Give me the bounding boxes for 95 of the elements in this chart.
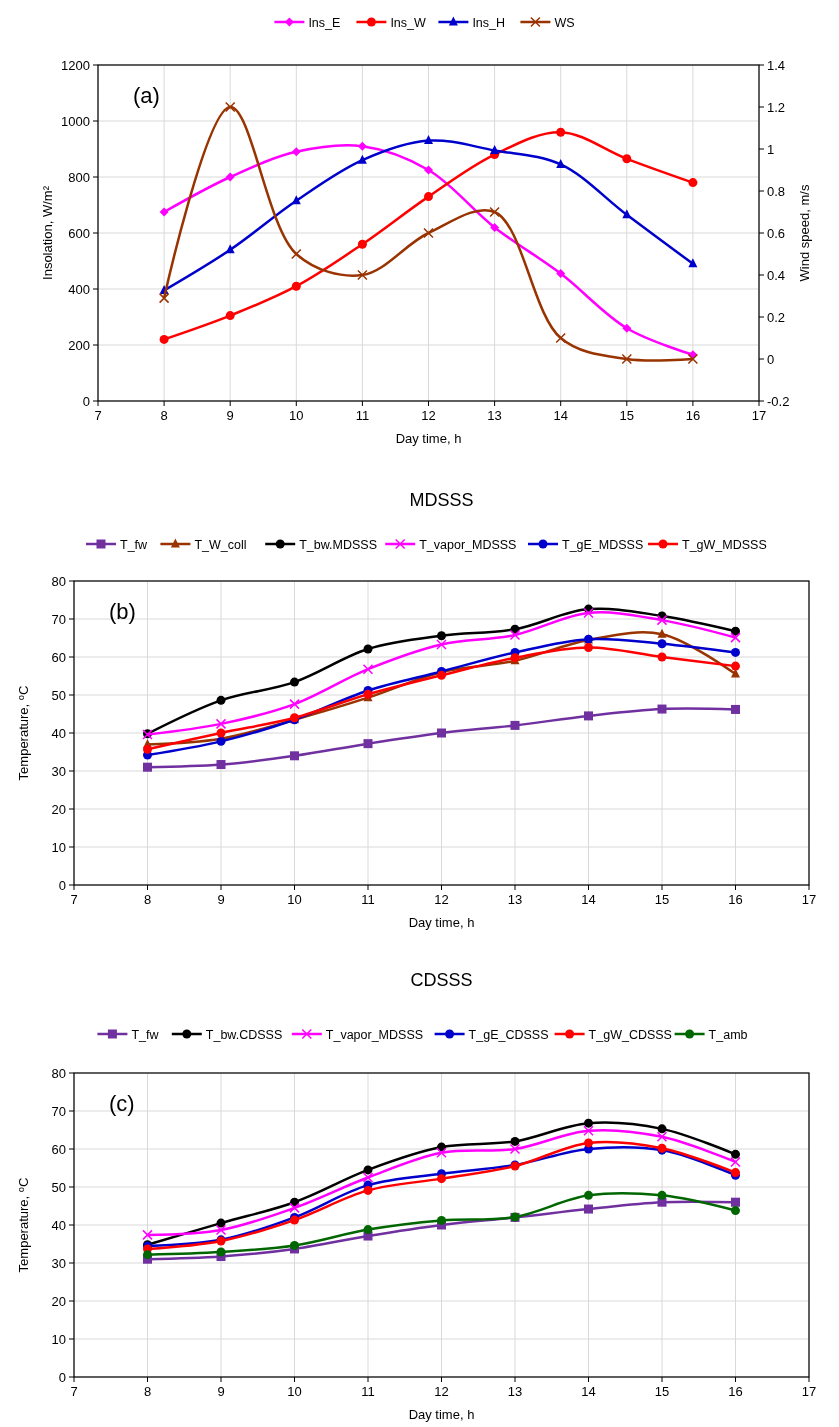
x-tick-label: 16	[685, 408, 701, 423]
x-tick-label: 10	[289, 408, 304, 423]
y2-tick-label: 0.2	[767, 309, 786, 325]
legend-label: T_fw	[120, 537, 149, 552]
y-tick-label: 70	[51, 1103, 66, 1119]
x-tick-label: 15	[619, 408, 635, 423]
x-tick-label: 17	[801, 1384, 817, 1399]
y-tick-label: 40	[51, 725, 66, 741]
x-axis-title: Day time, h	[408, 1407, 475, 1422]
x-tick-label: 11	[361, 1384, 375, 1399]
y2-tick-label: 0.6	[767, 225, 786, 241]
y-tick-label: 30	[51, 763, 66, 779]
y-tick-label: 0	[82, 393, 90, 409]
annotation: (c)	[109, 1091, 135, 1116]
x-tick-label: 14	[581, 892, 596, 907]
y-tick-label: 0	[58, 1369, 66, 1385]
y2-tick-label: 0	[767, 351, 775, 367]
x-tick-label: 7	[70, 1384, 78, 1399]
legend-label: T_gW_CDSSS	[588, 1027, 672, 1042]
y-tick-label: 1000	[61, 113, 90, 129]
y-tick-label: 50	[51, 1179, 66, 1195]
legend-label: Ins_W	[390, 15, 427, 30]
y-tick-label: 1200	[61, 57, 90, 73]
y-tick-label: 20	[51, 801, 66, 817]
x-tick-label: 11	[355, 408, 370, 423]
x-tick-label: 12	[434, 1384, 449, 1399]
x-tick-label: 17	[751, 408, 767, 423]
x-tick-label: 15	[654, 892, 670, 907]
y-tick-label: 40	[51, 1217, 66, 1233]
x-tick-label: 13	[507, 1384, 523, 1399]
x-tick-label: 8	[143, 1384, 152, 1399]
legend-label: T_vapor_MDSSS	[419, 537, 517, 552]
legend-label: T_bw.CDSSS	[205, 1027, 283, 1042]
legend-label: Ins_H	[472, 15, 506, 30]
y-axis-title: Temperature, ⁰C	[16, 685, 31, 781]
y2-tick-label: 1.2	[767, 99, 786, 115]
x-tick-label: 12	[421, 408, 436, 423]
chart-title: CDSSS	[410, 970, 473, 990]
annotation: (b)	[109, 599, 136, 624]
y2-tick-label: 0.8	[767, 183, 786, 199]
y-tick-label: 80	[51, 573, 66, 589]
x-tick-label: 9	[226, 408, 234, 423]
legend-label: T_amb	[708, 1027, 748, 1042]
y-tick-label: 400	[68, 281, 90, 297]
y2-tick-label: 1	[767, 141, 775, 157]
x-tick-label: 11	[361, 892, 375, 907]
legend-label: T_vapor_MDSSS	[325, 1027, 424, 1042]
x-tick-label: 9	[217, 1384, 225, 1399]
legend-label: Ins_E	[308, 15, 341, 30]
annotation: (a)	[133, 83, 160, 108]
x-axis-title: Day time, h	[408, 915, 475, 930]
legend-label: T_bw.MDSSS	[299, 537, 378, 552]
y2-tick-label: 1.4	[767, 57, 786, 73]
legend-label: T_gW_MDSSS	[682, 537, 767, 552]
y-tick-label: 50	[51, 687, 66, 703]
x-tick-label: 16	[728, 892, 743, 907]
x-tick-label: 17	[801, 892, 817, 907]
x-tick-label: 8	[143, 892, 152, 907]
y2-tick-label: 0.4	[767, 267, 786, 283]
x-tick-label: 14	[553, 408, 568, 423]
x-tick-label: 14	[581, 1384, 596, 1399]
y-tick-label: 10	[51, 839, 66, 855]
x-axis-title: Day time, h	[395, 431, 462, 446]
y-tick-label: 70	[51, 611, 66, 627]
x-tick-label: 15	[654, 1384, 670, 1399]
legend-label: T_fw	[131, 1027, 160, 1042]
x-tick-label: 7	[94, 408, 102, 423]
x-tick-label: 13	[507, 892, 523, 907]
y-tick-label: 10	[51, 1331, 66, 1347]
x-tick-label: 12	[434, 892, 449, 907]
legend-label: T_W_coll	[194, 537, 247, 552]
x-tick-label: 7	[70, 892, 78, 907]
y-tick-label: 60	[51, 649, 66, 665]
x-tick-label: 13	[487, 408, 502, 423]
legend-label: WS	[554, 15, 575, 30]
x-tick-label: 16	[728, 1384, 743, 1399]
y-tick-label: 80	[51, 1065, 66, 1081]
y2-tick-label: -0.2	[767, 393, 790, 409]
chart-title: MDSSS	[409, 490, 474, 510]
x-tick-label: 10	[287, 1384, 302, 1399]
x-tick-label: 9	[217, 892, 225, 907]
x-tick-label: 10	[287, 892, 302, 907]
y-tick-label: 800	[68, 169, 90, 185]
y-tick-label: 0	[58, 877, 66, 893]
x-tick-label: 8	[160, 408, 168, 423]
y-axis-title: Temperature, ⁰C	[16, 1177, 31, 1273]
y-tick-label: 30	[51, 1255, 66, 1271]
legend-label: T_gE_MDSSS	[562, 537, 644, 552]
y2-axis-title: Wind speed, m/s	[797, 184, 812, 282]
y-tick-label: 60	[51, 1141, 66, 1157]
y-tick-label: 200	[68, 337, 90, 353]
y-tick-label: 20	[51, 1293, 66, 1309]
y-tick-label: 600	[68, 225, 90, 241]
legend-label: T_gE_CDSSS	[468, 1027, 549, 1042]
y-axis-title: Insolation, W/m²	[40, 185, 55, 280]
